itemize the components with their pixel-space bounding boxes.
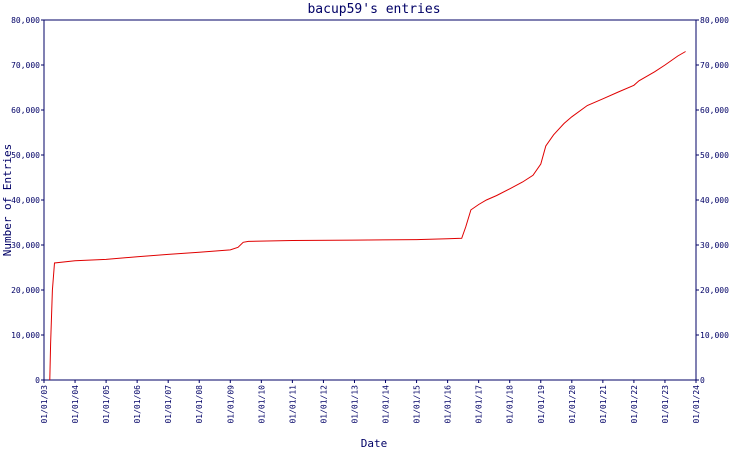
x-tick-label: 01/01/16 bbox=[444, 385, 453, 424]
entries-series-line bbox=[49, 51, 686, 381]
y-tick-left-label: 50,000 bbox=[11, 151, 40, 160]
x-tick-label: 01/01/09 bbox=[226, 385, 235, 424]
x-tick-label: 01/01/15 bbox=[413, 385, 422, 424]
x-axis-label: Date bbox=[361, 437, 388, 450]
x-tick-label: 01/01/14 bbox=[382, 385, 391, 424]
y-axis-label: Number of Entries bbox=[1, 144, 14, 257]
series-group bbox=[49, 51, 686, 381]
y-tick-left-label: 70,000 bbox=[11, 61, 40, 70]
x-tick-label: 01/01/22 bbox=[630, 385, 639, 424]
y-tick-right-label: 70,000 bbox=[700, 61, 729, 70]
x-tick-label: 01/01/20 bbox=[568, 385, 577, 424]
y-tick-left-label: 20,000 bbox=[11, 286, 40, 295]
y-tick-right-label: 20,000 bbox=[700, 286, 729, 295]
y-tick-left-label: 0 bbox=[35, 376, 40, 385]
y-tick-left-label: 40,000 bbox=[11, 196, 40, 205]
x-tick-label: 01/01/18 bbox=[506, 385, 515, 424]
x-tick-label: 01/01/08 bbox=[195, 385, 204, 424]
y-tick-left-label: 10,000 bbox=[11, 331, 40, 340]
y-tick-right-label: 30,000 bbox=[700, 241, 729, 250]
x-tick-label: 01/01/19 bbox=[537, 385, 546, 424]
x-axis: 01/01/03 01/01/04 01/01/05 01/01/06 01/01/07… bbox=[40, 380, 701, 424]
chart-title: bacup59's entries bbox=[307, 2, 440, 17]
x-tick-label: 01/01/03 bbox=[40, 385, 49, 424]
y-tick-left-label: 80,000 bbox=[11, 16, 40, 25]
x-tick-label: 01/01/24 bbox=[692, 385, 701, 424]
y-tick-left-label: 30,000 bbox=[11, 241, 40, 250]
y-tick-right-label: 40,000 bbox=[700, 196, 729, 205]
y-tick-right-label: 0 bbox=[700, 376, 705, 385]
x-tick-label: 01/01/06 bbox=[133, 385, 142, 424]
x-tick-label: 01/01/07 bbox=[164, 385, 173, 424]
y-axis-right: 0 10,000 20,000 30,000 40,000 50,000 60,000 70,… bbox=[696, 16, 729, 385]
y-tick-left-label: 60,000 bbox=[11, 106, 40, 115]
x-tick-label: 01/01/13 bbox=[350, 385, 359, 424]
y-tick-right-label: 10,000 bbox=[700, 331, 729, 340]
x-tick-label: 01/01/05 bbox=[102, 385, 111, 424]
x-tick-label: 01/01/04 bbox=[71, 385, 80, 424]
y-axis-left: 0 10,000 20,000 30,000 40,000 50,000 60,000 70,… bbox=[11, 16, 44, 385]
x-tick-label: 01/01/23 bbox=[661, 385, 670, 424]
plot-area-frame bbox=[43, 19, 697, 381]
y-tick-right-label: 50,000 bbox=[700, 151, 729, 160]
x-tick-label: 01/01/17 bbox=[475, 385, 484, 424]
y-tick-right-label: 60,000 bbox=[700, 106, 729, 115]
y-tick-right-label: 80,000 bbox=[700, 16, 729, 25]
x-tick-label: 01/01/12 bbox=[319, 385, 328, 424]
x-tick-label: 01/01/21 bbox=[599, 385, 608, 424]
x-tick-label: 01/01/11 bbox=[288, 385, 297, 424]
x-tick-label: 01/01/10 bbox=[257, 385, 266, 424]
